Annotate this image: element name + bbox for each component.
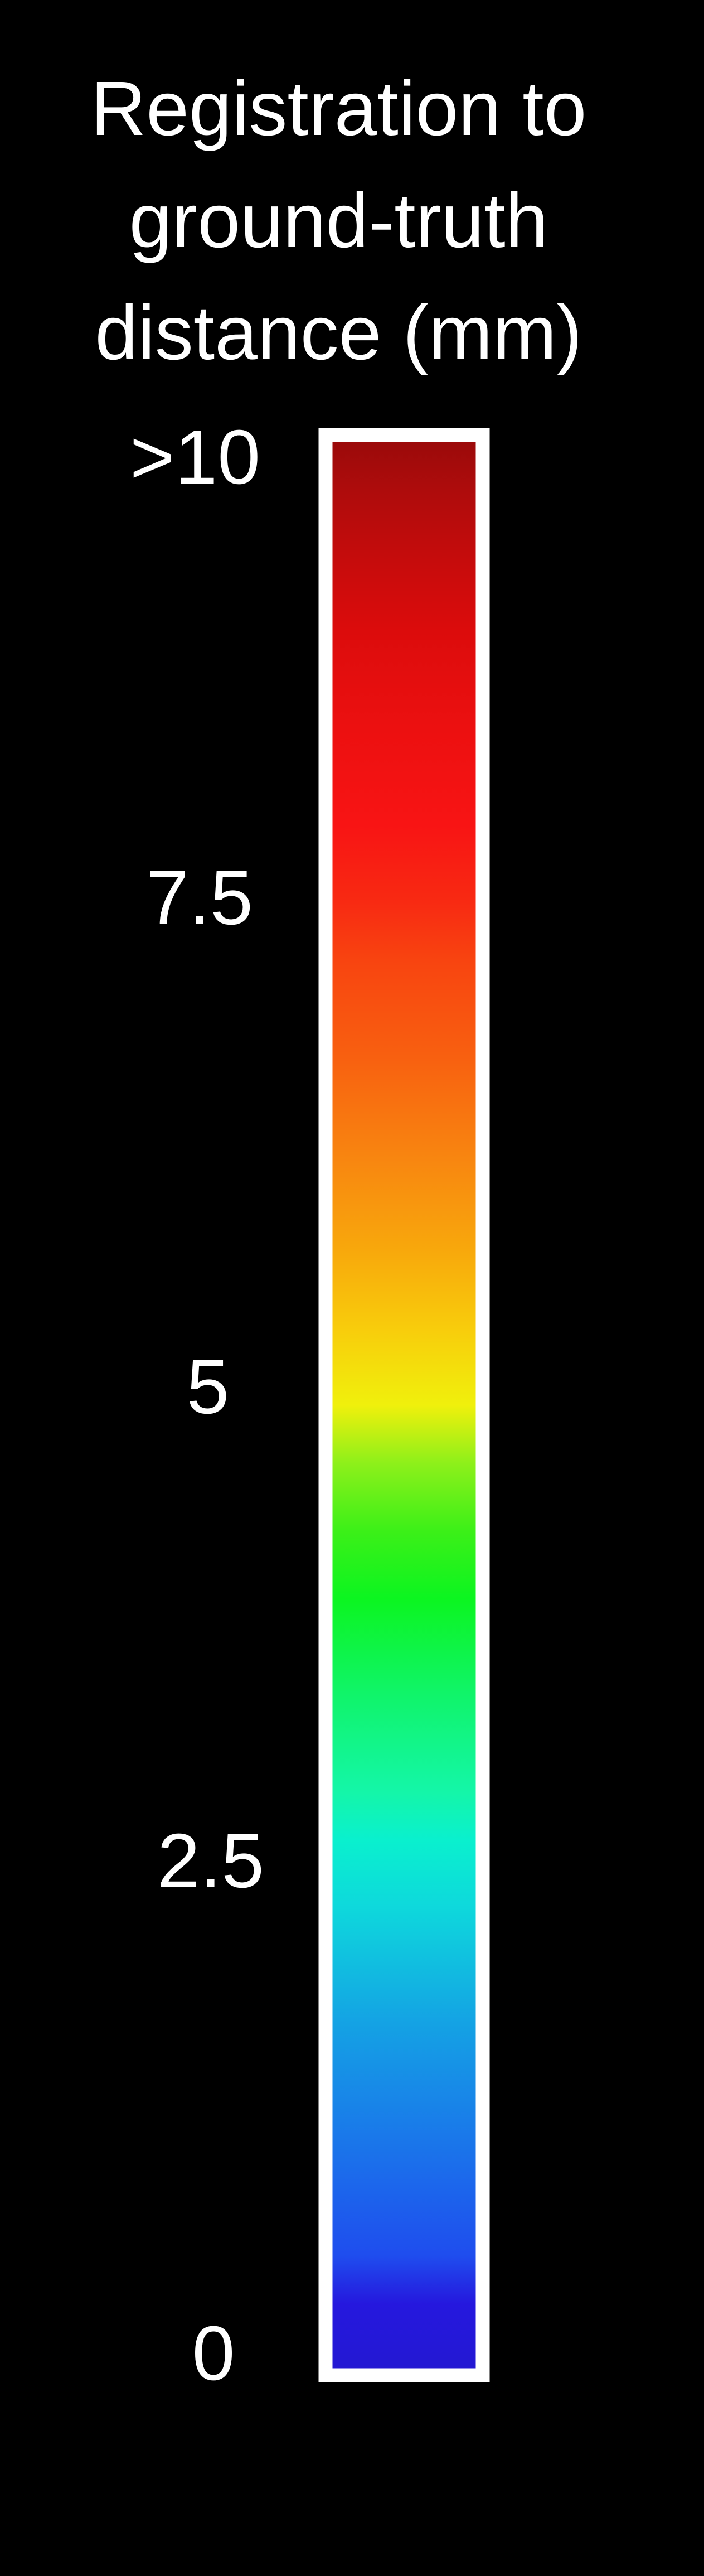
tick-label-4: 0	[192, 2311, 235, 2396]
colorbar-title-line-2: ground-truth	[129, 178, 548, 264]
tick-labels: >10 7.5 5 2.5 0	[130, 414, 264, 2396]
tick-label-0: >10	[130, 414, 260, 500]
colorbar-fill	[329, 438, 479, 2372]
colorbar-title-line-1: Registration to	[90, 66, 587, 152]
colorbar-frame	[318, 428, 490, 2382]
tick-label-2: 5	[187, 1344, 230, 1430]
tick-label-1: 7.5	[146, 855, 253, 941]
colorbar-title-line-3: distance (mm)	[95, 290, 582, 376]
colorbar-title: Registration to ground-truth distance (m…	[0, 53, 677, 389]
tick-label-3: 2.5	[157, 1818, 264, 1904]
